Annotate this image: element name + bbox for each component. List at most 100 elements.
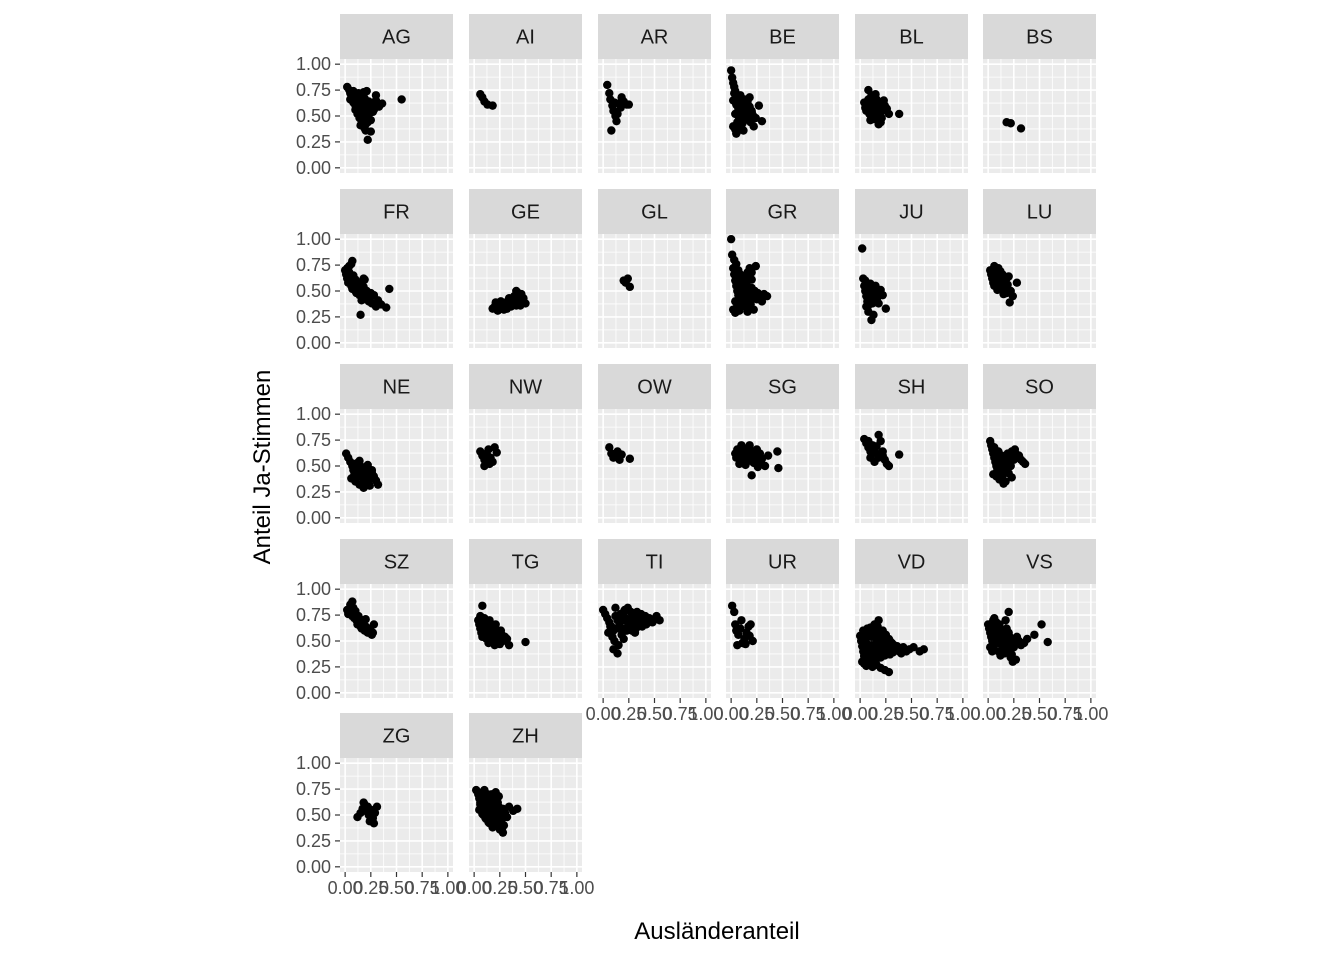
x-tick-label: 0.75 (791, 704, 826, 724)
y-tick-label: 0.00 (296, 683, 331, 703)
data-point (476, 800, 485, 809)
data-point (741, 112, 750, 122)
data-point (751, 261, 760, 271)
data-point (513, 804, 522, 813)
data-point (607, 126, 616, 135)
data-point (878, 626, 887, 635)
data-point (483, 618, 492, 627)
x-tick-label: 0.50 (379, 878, 414, 898)
x-tick-label: 0.75 (405, 878, 440, 898)
y-tick-label: 1.00 (296, 54, 331, 74)
y-tick-label: 0.25 (296, 307, 331, 327)
data-point (757, 116, 767, 126)
facet-strip-label: SH (898, 377, 926, 399)
facet-panel-ju: JU (855, 189, 968, 348)
facet-strip (469, 14, 582, 59)
y-tick-label: 0.00 (296, 508, 331, 528)
data-point (655, 616, 664, 625)
facet-panel-ar: AR (598, 14, 711, 173)
data-point (366, 298, 376, 307)
data-point (351, 606, 360, 616)
data-point (354, 614, 363, 623)
data-point (1020, 459, 1030, 469)
data-point (879, 96, 888, 105)
x-tick-label: 0.00 (714, 704, 749, 724)
facet-panel-nw: NW (469, 364, 582, 523)
y-tick-label: 0.75 (296, 605, 331, 625)
data-point (498, 302, 508, 311)
facet-panel-vd: VD 0.000.250.500.751.00 (843, 539, 980, 724)
data-point (624, 100, 634, 109)
data-point (773, 447, 782, 456)
data-point (360, 275, 369, 284)
y-tick-label: 0.50 (296, 456, 331, 476)
data-point (881, 304, 891, 313)
data-point (1004, 607, 1013, 617)
facet-strip (983, 539, 1096, 584)
y-tick-label: 0.75 (296, 779, 331, 799)
x-tick-label: 0.25 (482, 878, 517, 898)
data-point (373, 480, 383, 489)
data-point (623, 274, 632, 283)
data-point (878, 447, 887, 456)
data-point (1008, 291, 1017, 301)
y-tick-label: 0.50 (296, 631, 331, 651)
data-point (619, 634, 628, 644)
y-tick-label: 0.75 (296, 430, 331, 450)
data-point (498, 828, 508, 837)
data-point (363, 135, 372, 145)
data-point (878, 290, 887, 300)
data-point (627, 626, 637, 635)
facet-strip-label: GL (641, 202, 668, 224)
facet-strip-label: AR (641, 27, 669, 49)
data-point (603, 80, 612, 90)
facet-strip-label: GE (511, 202, 540, 224)
data-point (747, 471, 756, 480)
data-point (745, 441, 754, 450)
y-tick-label: 1.00 (296, 579, 331, 599)
y-tick-label: 0.25 (296, 132, 331, 152)
data-point (367, 465, 377, 475)
x-tick-label: 1.00 (559, 878, 594, 898)
data-point (763, 451, 773, 460)
data-point (615, 611, 624, 621)
x-tick-label: 0.25 (353, 878, 388, 898)
facet-panel-ur: UR 0.000.250.500.751.00 (714, 539, 851, 724)
data-point (1011, 655, 1021, 664)
facet-panel-ne: NE 0.00 0.25 0.50 0.75 1.00 (296, 364, 453, 528)
data-point (488, 101, 497, 110)
facet-strip (598, 364, 711, 409)
facet-strip-label: JU (899, 202, 923, 224)
x-tick-label: 0.00 (843, 704, 878, 724)
data-point (999, 479, 1008, 488)
y-axis-title: Anteil Ja-Stimmen (249, 370, 276, 565)
y-tick-label: 1.00 (296, 404, 331, 424)
facet-panel-ag: AG 0.00 0.25 0.50 0.75 1.00 (296, 14, 453, 178)
x-tick-label: 1.00 (430, 878, 465, 898)
facet-strip-label: GR (768, 202, 798, 224)
data-point (613, 649, 622, 658)
data-point (731, 620, 740, 629)
data-point (372, 802, 382, 811)
x-tick-label: 0.25 (996, 704, 1031, 724)
data-point (506, 296, 516, 305)
data-point (371, 96, 381, 105)
data-point (869, 310, 878, 320)
y-tick-label: 1.00 (296, 753, 331, 773)
data-point (747, 268, 756, 277)
data-point (919, 645, 929, 654)
data-point (739, 448, 748, 457)
data-point (361, 126, 370, 135)
data-point (737, 616, 746, 625)
facet-panel-bl: BL (855, 14, 968, 173)
data-point (891, 643, 901, 652)
x-axis-title: Ausländeranteil (634, 918, 799, 945)
data-point (623, 603, 632, 613)
data-point (736, 91, 745, 100)
x-tick-label: 1.00 (688, 704, 723, 724)
facet-strip (598, 14, 711, 59)
data-point (1003, 459, 1012, 469)
y-tick-label: 0.75 (296, 80, 331, 100)
facet-panel-ai: AI (469, 14, 582, 173)
